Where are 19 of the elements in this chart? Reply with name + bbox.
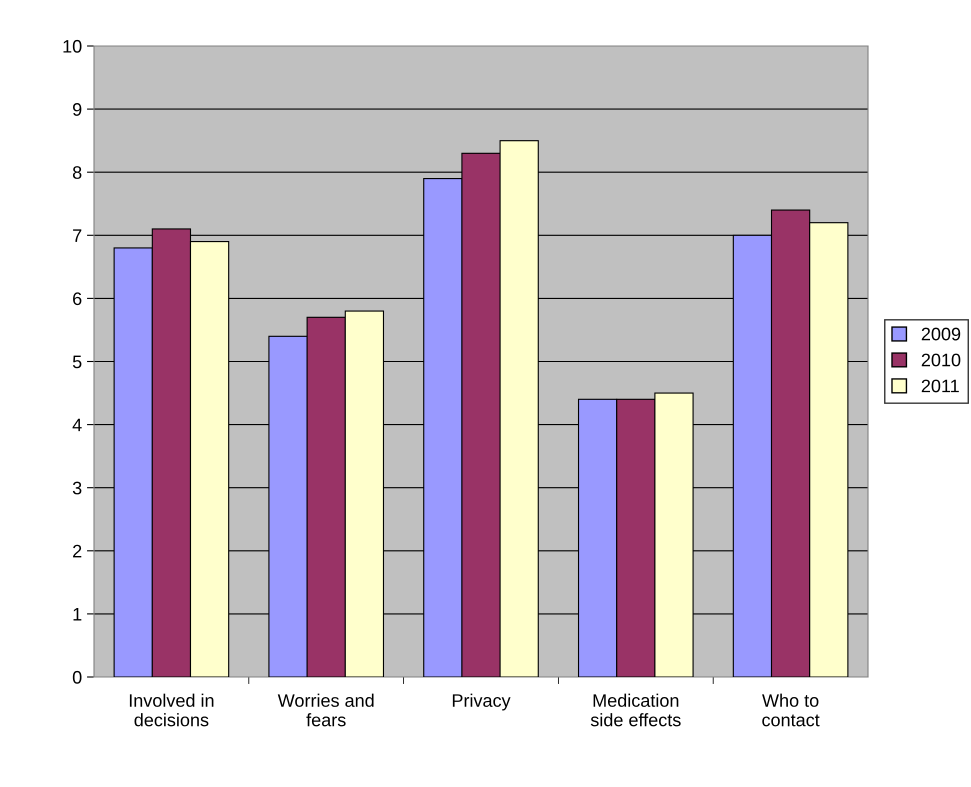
legend-label: 2009 xyxy=(922,328,960,340)
y-tick-label: 9 xyxy=(73,103,82,116)
legend-label: 2011 xyxy=(922,380,959,392)
y-tick-label: 7 xyxy=(73,229,82,242)
y-tick-label: 4 xyxy=(72,418,82,432)
y-tick-label: 3 xyxy=(72,482,82,494)
y-tick-label: 8 xyxy=(72,166,82,179)
x-tick-label: Involved in decisions xyxy=(130,694,214,726)
y-tick-label: 5 xyxy=(72,356,82,368)
y-tick-label: 10 xyxy=(63,40,82,53)
x-tick-label: Who to contact xyxy=(762,694,820,726)
x-tick-label: Medication side effects xyxy=(590,694,681,726)
legend-label: 2010 xyxy=(922,354,960,366)
y-tick-label: 6 xyxy=(73,292,82,306)
y-tick-label: 2 xyxy=(73,544,82,558)
y-tick-label: 1 xyxy=(74,608,82,620)
y-tick-label: 0 xyxy=(72,670,82,684)
x-tick-label: Worries and fears xyxy=(278,694,374,726)
x-tick-label: Privacy xyxy=(452,694,511,710)
